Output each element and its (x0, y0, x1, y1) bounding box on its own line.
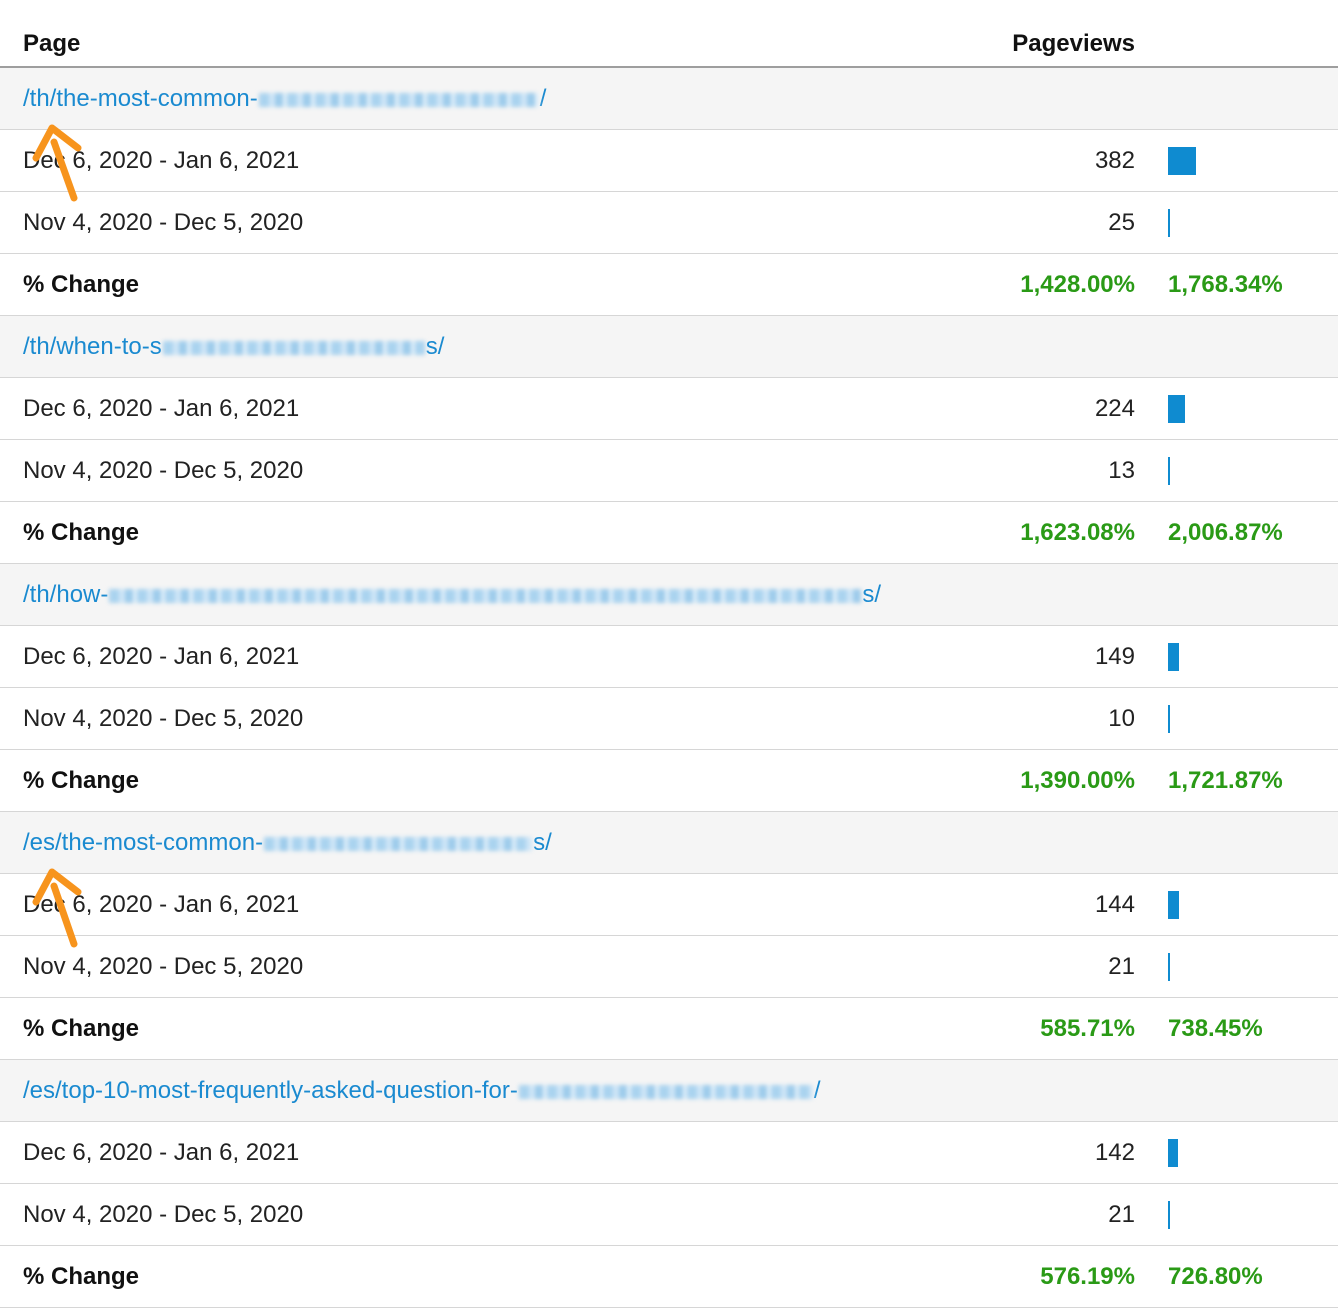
pageviews-bar (1168, 953, 1170, 981)
page-path-suffix: / (539, 85, 547, 112)
date-range-row: Nov 4, 2020 - Dec 5, 2020 13 (0, 440, 1338, 502)
percent-change-label: % Change (23, 1015, 140, 1042)
redacted-path-segment (162, 340, 425, 355)
date-range-row: Dec 6, 2020 - Jan 6, 2021 224 (0, 378, 1338, 440)
pageviews-value: 224 (1094, 395, 1135, 422)
pageviews-value: 144 (1094, 891, 1135, 918)
percent-change-secondary: 726.80% (1168, 1263, 1263, 1290)
page-path-prefix: /es/top-10-most-frequently-asked-questio… (23, 1077, 518, 1104)
date-range-row: Dec 6, 2020 - Jan 6, 2021 144 (0, 874, 1338, 936)
date-range-row: Dec 6, 2020 - Jan 6, 2021 142 (0, 1122, 1338, 1184)
page-path-prefix: /es/the-most-common- (23, 829, 264, 856)
pageviews-value: 25 (1108, 209, 1135, 236)
redacted-path-segment (109, 588, 862, 603)
pageviews-value: 10 (1108, 705, 1135, 732)
redacted-path-segment (518, 1084, 813, 1099)
arrow-up-left-icon (32, 124, 82, 202)
page-row: /th/when-to-s s/ (0, 316, 1338, 378)
page-link[interactable]: /th/the-most-common- / (23, 85, 546, 113)
date-range-label: Nov 4, 2020 - Dec 5, 2020 (23, 209, 304, 236)
date-range-row: Nov 4, 2020 - Dec 5, 2020 25 (0, 192, 1338, 254)
page-row: /th/the-most-common- / (0, 68, 1338, 130)
percent-change-label: % Change (23, 767, 140, 794)
date-range-label: Dec 6, 2020 - Jan 6, 2021 (23, 643, 300, 670)
percent-change-secondary: 738.45% (1168, 1015, 1263, 1042)
page-path-suffix: / (813, 1077, 821, 1104)
page-path-suffix: s/ (425, 333, 445, 360)
pageviews-value: 142 (1094, 1139, 1135, 1166)
pageviews-bar (1168, 209, 1170, 237)
date-range-label: Nov 4, 2020 - Dec 5, 2020 (23, 457, 304, 484)
pageviews-bar (1168, 457, 1170, 485)
table-body: /th/the-most-common- / Dec 6, 2020 - Jan 6… (0, 68, 1338, 1308)
page-link[interactable]: /th/when-to-s s/ (23, 333, 444, 361)
pageviews-value: 149 (1094, 643, 1135, 670)
page-link[interactable]: /th/how-s/ (23, 581, 881, 609)
pageviews-value: 382 (1094, 147, 1135, 174)
percent-change-label: % Change (23, 271, 140, 298)
date-range-row: Dec 6, 2020 - Jan 6, 2021 149 (0, 626, 1338, 688)
pageviews-value: 13 (1108, 457, 1135, 484)
pageviews-value: 21 (1108, 1201, 1135, 1228)
percent-change-value: 1,390.00% (1020, 767, 1135, 794)
percent-change-row: % Change 1,428.00% 1,768.34% (0, 254, 1338, 316)
date-range-label: Dec 6, 2020 - Jan 6, 2021 (23, 891, 300, 918)
percent-change-row: % Change 585.71% 738.45% (0, 998, 1338, 1060)
date-range-label: Dec 6, 2020 - Jan 6, 2021 (23, 395, 300, 422)
date-range-label: Nov 4, 2020 - Dec 5, 2020 (23, 705, 304, 732)
date-range-row: Dec 6, 2020 - Jan 6, 2021 382 (0, 130, 1338, 192)
pageviews-bar (1168, 1201, 1170, 1229)
pageviews-value: 21 (1108, 953, 1135, 980)
page-row: /th/how-s/ (0, 564, 1338, 626)
percent-change-row: % Change 1,623.08% 2,006.87% (0, 502, 1338, 564)
pageviews-bar (1168, 1139, 1178, 1167)
pageviews-bar (1168, 643, 1179, 671)
page-link[interactable]: /es/top-10-most-frequently-asked-questio… (23, 1077, 821, 1105)
page-path-prefix: /th/how- (23, 581, 109, 608)
date-range-row: Nov 4, 2020 - Dec 5, 2020 10 (0, 688, 1338, 750)
percent-change-secondary: 1,721.87% (1168, 767, 1283, 794)
page-link[interactable]: /es/the-most-common-s/ (23, 829, 552, 857)
percent-change-value: 576.19% (1040, 1263, 1135, 1290)
percent-change-value: 1,428.00% (1020, 271, 1135, 298)
page-path-prefix: /th/the-most-common- (23, 85, 258, 112)
pageviews-bar (1168, 395, 1185, 423)
percent-change-label: % Change (23, 519, 140, 546)
date-range-row: Nov 4, 2020 - Dec 5, 2020 21 (0, 1184, 1338, 1246)
column-header-pageviews[interactable]: Pageviews (1012, 30, 1135, 57)
page-row: /es/top-10-most-frequently-asked-questio… (0, 1060, 1338, 1122)
percent-change-secondary: 1,768.34% (1168, 271, 1283, 298)
percent-change-label: % Change (23, 1263, 140, 1290)
table-header: Page Pageviews (0, 0, 1338, 68)
page-path-suffix: s/ (533, 829, 552, 856)
date-range-label: Dec 6, 2020 - Jan 6, 2021 (23, 1139, 300, 1166)
page-path-prefix: /th/when-to-s (23, 333, 162, 360)
percent-change-value: 1,623.08% (1020, 519, 1135, 546)
percent-change-row: % Change 576.19% 726.80% (0, 1246, 1338, 1308)
percent-change-secondary: 2,006.87% (1168, 519, 1283, 546)
percent-change-row: % Change 1,390.00% 1,721.87% (0, 750, 1338, 812)
page-path-suffix: s/ (862, 581, 882, 608)
redacted-path-segment (264, 836, 533, 851)
page-row: /es/the-most-common-s/ (0, 812, 1338, 874)
pageviews-bar (1168, 705, 1170, 733)
pageviews-bar (1168, 147, 1196, 175)
percent-change-value: 585.71% (1040, 1015, 1135, 1042)
redacted-path-segment (258, 92, 539, 107)
pageviews-bar (1168, 891, 1179, 919)
column-header-page[interactable]: Page (23, 30, 81, 57)
date-range-label: Nov 4, 2020 - Dec 5, 2020 (23, 953, 304, 980)
date-range-row: Nov 4, 2020 - Dec 5, 2020 21 (0, 936, 1338, 998)
arrow-up-left-icon (32, 868, 82, 948)
date-range-label: Dec 6, 2020 - Jan 6, 2021 (23, 147, 300, 174)
date-range-label: Nov 4, 2020 - Dec 5, 2020 (23, 1201, 304, 1228)
